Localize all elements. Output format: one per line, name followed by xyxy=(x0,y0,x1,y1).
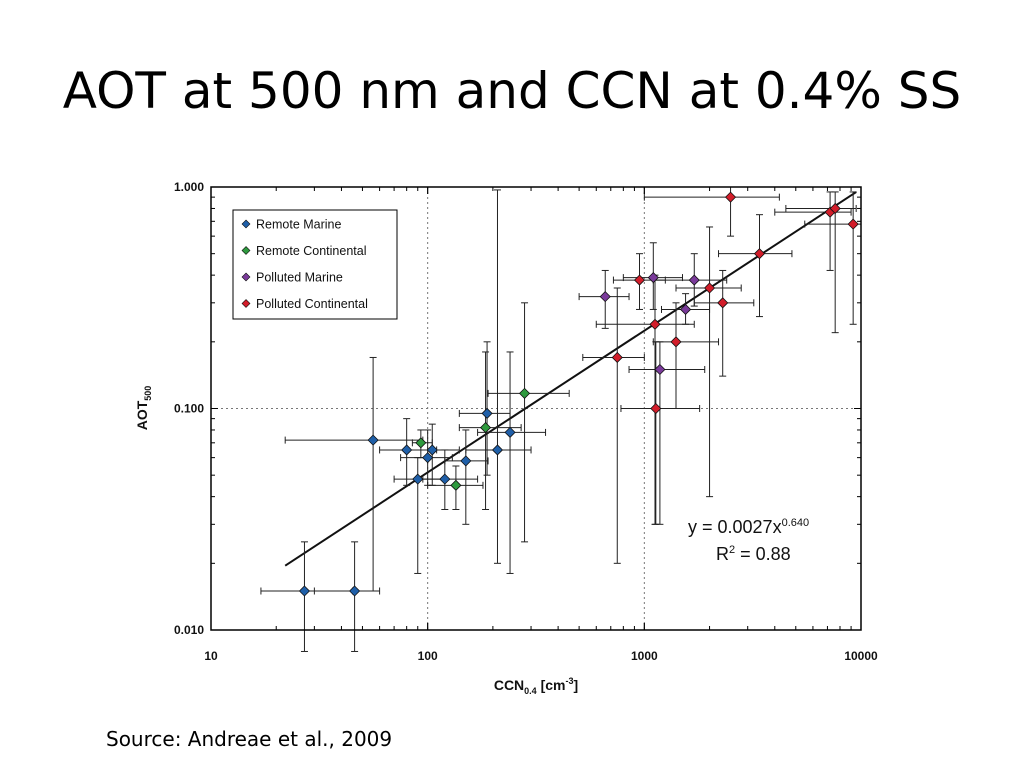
point-remote-marine xyxy=(504,426,516,438)
legend-marker-remote-marine xyxy=(241,219,251,229)
x-tick-label: 10 xyxy=(204,649,218,663)
error-bars xyxy=(260,186,862,652)
point-polluted-continental xyxy=(717,297,729,309)
point-remote-marine xyxy=(481,407,493,419)
legend-label: Polluted Marine xyxy=(256,271,343,285)
point-polluted-continental xyxy=(847,218,859,230)
fit-r-squared: R2 = 0.88 xyxy=(716,544,791,564)
legend-box xyxy=(232,209,398,320)
point-polluted-continental xyxy=(611,351,623,364)
point-polluted-continental xyxy=(724,191,737,203)
point-remote-marine xyxy=(367,434,379,446)
point-remote-marine xyxy=(439,473,451,485)
y-tick-label: 1.000 xyxy=(174,180,204,194)
data-points xyxy=(298,191,859,597)
point-polluted-continental xyxy=(670,336,682,348)
point-remote-continental xyxy=(518,387,531,399)
point-polluted-continental xyxy=(650,402,662,415)
y-axis-label: AOT500 xyxy=(134,386,153,431)
point-polluted-marine xyxy=(680,303,692,316)
point-remote-continental xyxy=(479,422,492,434)
point-polluted-marine xyxy=(688,274,700,286)
point-polluted-continental xyxy=(703,282,716,294)
source-citation: Source: Andreae et al., 2009 xyxy=(106,727,393,751)
axis-ticks: 10 100 1000 10000 1.000 0.100 0.010 xyxy=(174,180,878,663)
point-remote-marine xyxy=(491,444,504,456)
y-tick-label: 0.010 xyxy=(174,623,204,637)
point-remote-continental xyxy=(450,479,462,491)
point-polluted-continental xyxy=(829,202,841,215)
legend-marker-polluted-marine xyxy=(241,272,251,282)
point-remote-marine xyxy=(460,455,472,467)
point-remote-marine xyxy=(412,473,424,485)
legend-label: Remote Marine xyxy=(256,218,341,232)
point-remote-marine xyxy=(349,585,361,597)
point-polluted-continental xyxy=(633,274,646,286)
x-tick-label: 100 xyxy=(418,649,438,663)
x-tick-label: 10000 xyxy=(844,649,878,663)
fit-equation: y = 0.0027x0.640 xyxy=(688,517,809,537)
y-tick-label: 0.100 xyxy=(174,402,204,416)
legend: Remote Marine Remote Continental Polluted … xyxy=(232,209,398,320)
point-polluted-continental xyxy=(649,318,661,330)
point-remote-marine xyxy=(401,444,413,456)
point-remote-marine xyxy=(426,444,438,456)
point-remote-marine xyxy=(298,585,311,597)
legend-label: Polluted Continental xyxy=(256,297,368,311)
legend-marker-remote-continental xyxy=(241,246,251,255)
point-polluted-marine xyxy=(599,291,611,303)
legend-marker-polluted-continental xyxy=(241,299,251,308)
slide-title: AOT at 500 nm and CCN at 0.4% SS xyxy=(62,62,962,120)
legend-label: Remote Continental xyxy=(256,244,366,258)
point-polluted-continental xyxy=(753,248,766,260)
x-axis-label: CCN0.4 [cm-3] xyxy=(494,676,578,696)
point-polluted-marine xyxy=(647,272,659,284)
point-remote-continental xyxy=(415,437,427,449)
x-tick-label: 1000 xyxy=(631,649,658,663)
point-polluted-marine xyxy=(654,363,666,376)
point-remote-marine xyxy=(422,452,434,464)
